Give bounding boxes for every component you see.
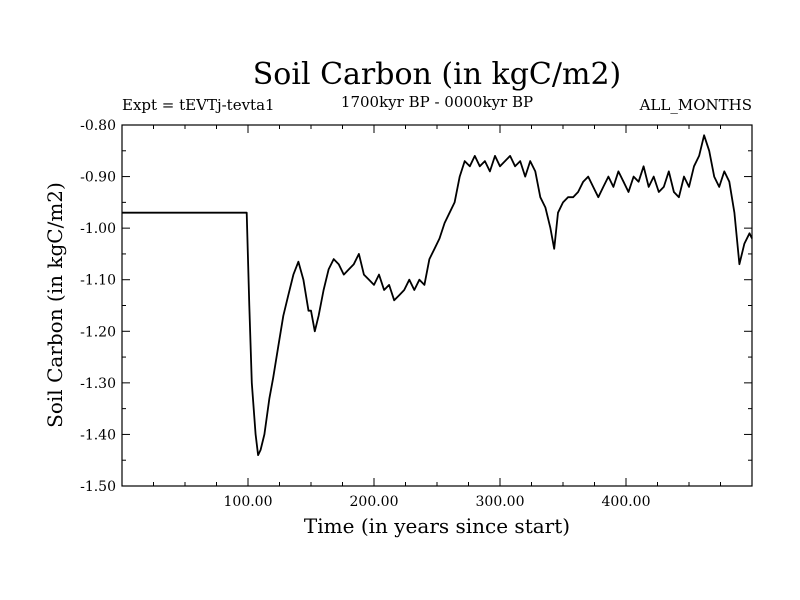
- series-layer: [122, 134, 753, 457]
- y-tick-label: -1.20: [80, 324, 116, 340]
- series-line: [122, 134, 753, 457]
- x-tick-label: 200.00: [350, 494, 399, 510]
- x-tick-label: 300.00: [476, 494, 525, 510]
- plot-frame: [121, 124, 753, 487]
- chart-subtitle: 1700kyr BP - 0000kyr BP: [341, 93, 533, 111]
- expt-label: Expt = tEVTj-tevta1: [122, 96, 275, 114]
- y-axis-label: Soil Carbon (in kgC/m2): [43, 182, 67, 428]
- months-label: ALL_MONTHS: [639, 96, 752, 114]
- x-axis: 100.00 200.00 300.00 400.00: [153, 125, 721, 510]
- y-tick-label: -1.00: [80, 221, 116, 237]
- x-tick-label: 100.00: [224, 494, 273, 510]
- x-axis-label: Time (in years since start): [304, 514, 570, 538]
- y-tick-label: -1.30: [80, 376, 116, 392]
- y-axis: -1.50 -1.40 -1.30 -1.20 -1.10 -1.00 -0.90 -0.80: [80, 118, 752, 495]
- y-tick-label: -0.90: [80, 170, 116, 186]
- x-tick-label: 400.00: [602, 494, 651, 510]
- y-tick-label: -1.40: [80, 427, 116, 443]
- chart-title: Soil Carbon (in kgC/m2): [253, 57, 621, 92]
- y-tick-label: -1.50: [80, 479, 116, 495]
- y-tick-label: -0.80: [80, 118, 116, 134]
- y-tick-label: -1.10: [80, 273, 116, 289]
